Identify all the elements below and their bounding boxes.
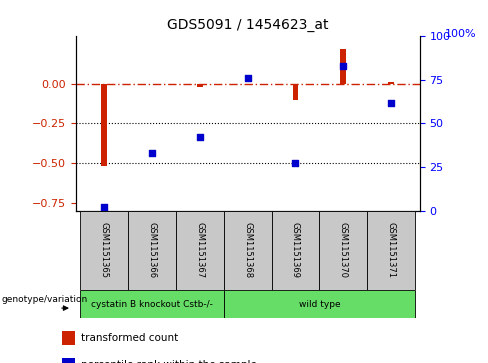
Bar (271, 211, 319, 290)
Bar (224, 290, 415, 318)
Bar (367, 211, 415, 290)
Bar (245, 84, 250, 85)
Text: genotype/variation: genotype/variation (1, 295, 88, 305)
Text: GSM1151367: GSM1151367 (195, 223, 204, 278)
Bar (81, 290, 224, 318)
Text: GSM1151369: GSM1151369 (291, 223, 300, 278)
Title: GDS5091 / 1454623_at: GDS5091 / 1454623_at (167, 19, 328, 33)
Bar (81, 211, 128, 290)
Point (339, 63, 347, 69)
Text: GSM1151370: GSM1151370 (339, 223, 348, 278)
Point (244, 75, 252, 81)
Text: GSM1151371: GSM1151371 (386, 223, 395, 278)
Bar (176, 211, 224, 290)
Point (148, 150, 156, 156)
Y-axis label: 100%: 100% (445, 29, 477, 39)
Point (387, 99, 395, 105)
Bar (319, 211, 367, 290)
Text: cystatin B knockout Cstb-/-: cystatin B knockout Cstb-/- (91, 299, 213, 309)
Text: transformed count: transformed count (81, 333, 178, 343)
Point (196, 134, 204, 140)
Bar (197, 84, 203, 87)
Bar (388, 82, 394, 84)
Text: GSM1151365: GSM1151365 (100, 223, 109, 278)
Text: percentile rank within the sample: percentile rank within the sample (81, 360, 257, 363)
Text: GSM1151366: GSM1151366 (147, 223, 157, 278)
Bar (62, 358, 75, 363)
Bar (293, 84, 298, 100)
Text: wild type: wild type (299, 299, 340, 309)
Point (291, 160, 299, 166)
Bar (340, 49, 346, 84)
Bar (224, 211, 271, 290)
Bar (102, 84, 107, 166)
Point (101, 204, 108, 210)
Bar (128, 211, 176, 290)
Text: GSM1151368: GSM1151368 (243, 223, 252, 278)
Bar (62, 331, 75, 345)
